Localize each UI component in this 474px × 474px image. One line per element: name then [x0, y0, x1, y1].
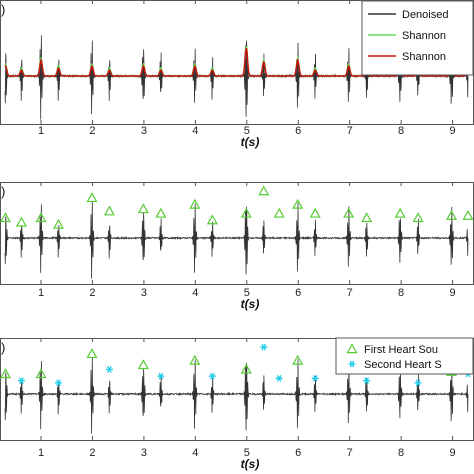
- second-heart-sound-marker: [105, 366, 113, 373]
- first-heart-sound-marker: [137, 203, 149, 214]
- legend: First Heart Sou Second Heart S: [335, 337, 474, 375]
- first-heart-sound-marker: [0, 368, 12, 379]
- x-tick-label: 5: [244, 287, 250, 299]
- x-tick-label: 4: [192, 447, 198, 459]
- x-tick-label: 5: [244, 447, 250, 459]
- x-tick-label: 2: [89, 447, 95, 459]
- first-heart-sound-marker: [15, 216, 27, 227]
- first-heart-sound-marker: [52, 218, 65, 229]
- x-tick-label: 7: [347, 125, 353, 137]
- first-heart-sound-marker: [343, 207, 355, 218]
- legend-label: Shannon: [402, 30, 446, 42]
- legend: Denoised Shannon Shannon: [361, 0, 474, 76]
- x-tick-label: 9: [450, 447, 456, 459]
- first-heart-sound-marker: [35, 368, 47, 379]
- legend-box: [335, 337, 474, 375]
- first-heart-sound-marker: [462, 209, 474, 220]
- first-heart-sound-marker: [394, 207, 406, 218]
- x-tick-label: 4: [192, 287, 198, 299]
- second-heart-sound-marker: [157, 372, 165, 380]
- legend-label: Second Heart S: [364, 359, 442, 371]
- x-tick-label: 3: [141, 447, 147, 459]
- x-tick-label: 1: [38, 125, 44, 137]
- first-heart-sound-marker: [189, 354, 201, 365]
- first-heart-sound-marker: [292, 198, 304, 209]
- panel-2: 1 2 3 4 5 6 7 8 9 t(s)): [0, 182, 474, 311]
- second-heart-sound-marker: [55, 379, 63, 387]
- x-tick-label: 7: [347, 287, 353, 299]
- shannon-envelope-line: [4, 47, 469, 77]
- first-heart-sound-marker: [258, 185, 270, 196]
- x-tick-label: 9: [450, 125, 456, 137]
- x-axis-label: t(s): [241, 135, 260, 149]
- x-axis-label: t(s): [241, 457, 260, 471]
- panel-3: 1 2 3 4 5 6 7 8 9 t(s)) First Heart Sou Second Hear…: [0, 337, 474, 471]
- panel-1: 1 2 3 4 5 6 7 8 9 t(s)) Denoised Shannon Shannon: [0, 0, 474, 149]
- signal-line: [4, 357, 469, 434]
- legend-label: Shannon: [402, 51, 446, 63]
- x-tick-label: 8: [398, 125, 404, 137]
- panel-letter: ): [1, 184, 5, 199]
- x-tick-label: 1: [38, 287, 44, 299]
- plot-frame: [0, 182, 474, 285]
- second-heart-sound-marker: [208, 372, 216, 380]
- first-heart-sound-marker: [361, 212, 373, 223]
- first-heart-sound-marker: [155, 207, 167, 218]
- first-heart-sound-marker: [309, 207, 321, 218]
- second-heart-sound-marker: [348, 360, 356, 368]
- x-tick-label: 8: [398, 287, 404, 299]
- second-heart-sound-marker: [311, 374, 319, 382]
- x-tick-label: 6: [295, 447, 301, 459]
- first-heart-sound-marker: [137, 359, 149, 370]
- panel-letter: ): [1, 340, 5, 355]
- first-heart-sound-marker: [189, 198, 201, 209]
- first-heart-sound-marker: [240, 363, 252, 374]
- first-heart-sound-marker: [446, 209, 458, 220]
- first-heart-sound-marker: [273, 207, 285, 218]
- first-heart-sound-marker: [206, 214, 218, 225]
- x-tick-label: 4: [192, 125, 198, 137]
- x-tick-label: 1: [38, 447, 44, 459]
- first-heart-sound-marker: [103, 205, 115, 216]
- first-heart-sound-marker: [35, 212, 47, 223]
- first-heart-sound-marker: [240, 207, 252, 218]
- x-tick-label: 5: [244, 125, 250, 137]
- first-heart-sound-marker: [292, 354, 304, 365]
- x-tick-label: 8: [398, 447, 404, 459]
- second-heart-sound-marker: [17, 377, 25, 384]
- x-axis-label: t(s): [241, 297, 260, 311]
- x-tick-label: 6: [295, 125, 301, 137]
- panel-letter: ): [1, 2, 5, 17]
- first-heart-sound-marker: [346, 343, 358, 354]
- second-heart-sound-marker: [363, 377, 371, 384]
- x-tick-label: 6: [295, 287, 301, 299]
- first-heart-sound-marker: [86, 348, 98, 359]
- second-heart-sound-marker: [260, 343, 268, 351]
- second-heart-sound-marker: [275, 374, 283, 382]
- x-tick-label: 2: [89, 287, 95, 299]
- x-tick-label: 7: [347, 447, 353, 459]
- first-heart-sound-marker: [412, 212, 424, 223]
- legend-label: Denoised: [402, 9, 448, 21]
- x-tick-label: 2: [89, 125, 95, 137]
- legend-label: First Heart Sou: [364, 344, 438, 356]
- first-heart-sound-marker: [86, 192, 98, 203]
- signal-line: [4, 201, 469, 279]
- x-tick-label: 3: [141, 287, 147, 299]
- x-tick-label: 9: [450, 287, 456, 299]
- second-heart-sound-marker: [414, 379, 422, 387]
- x-tick-label: 3: [141, 125, 147, 137]
- first-heart-sound-marker: [0, 212, 12, 223]
